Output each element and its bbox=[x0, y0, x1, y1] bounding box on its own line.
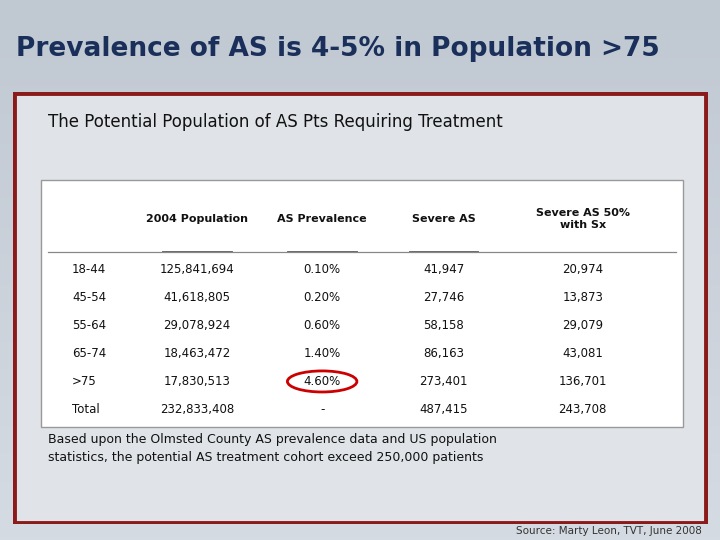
Text: 29,078,924: 29,078,924 bbox=[163, 319, 230, 332]
Text: Prevalence of AS is 4-5% in Population >75: Prevalence of AS is 4-5% in Population >… bbox=[16, 36, 660, 62]
Text: 2004 Population: 2004 Population bbox=[146, 214, 248, 224]
Text: 13,873: 13,873 bbox=[562, 291, 603, 303]
Text: 4.60%: 4.60% bbox=[304, 375, 341, 388]
Text: Severe AS: Severe AS bbox=[412, 214, 476, 224]
FancyBboxPatch shape bbox=[14, 93, 706, 523]
Text: 1.40%: 1.40% bbox=[304, 347, 341, 360]
Text: 232,833,408: 232,833,408 bbox=[160, 403, 234, 416]
Text: 41,947: 41,947 bbox=[423, 262, 464, 275]
Text: 0.10%: 0.10% bbox=[304, 262, 341, 275]
Text: 65-74: 65-74 bbox=[72, 347, 107, 360]
Text: The Potential Population of AS Pts Requiring Treatment: The Potential Population of AS Pts Requi… bbox=[48, 113, 503, 131]
Text: 0.20%: 0.20% bbox=[304, 291, 341, 303]
Text: Based upon the Olmsted County AS prevalence data and US population
statistics, t: Based upon the Olmsted County AS prevale… bbox=[48, 433, 497, 464]
Text: Source: Marty Leon, TVT, June 2008: Source: Marty Leon, TVT, June 2008 bbox=[516, 525, 702, 536]
Text: 27,746: 27,746 bbox=[423, 291, 464, 303]
Text: 45-54: 45-54 bbox=[72, 291, 106, 303]
Text: 18-44: 18-44 bbox=[72, 262, 107, 275]
Text: Total: Total bbox=[72, 403, 100, 416]
Text: 55-64: 55-64 bbox=[72, 319, 106, 332]
Text: 18,463,472: 18,463,472 bbox=[163, 347, 230, 360]
Text: 43,081: 43,081 bbox=[562, 347, 603, 360]
Text: 20,974: 20,974 bbox=[562, 262, 603, 275]
Text: 0.60%: 0.60% bbox=[304, 319, 341, 332]
Text: 17,830,513: 17,830,513 bbox=[163, 375, 230, 388]
Text: 487,415: 487,415 bbox=[420, 403, 468, 416]
Text: 273,401: 273,401 bbox=[420, 375, 468, 388]
FancyBboxPatch shape bbox=[41, 180, 683, 427]
Text: 41,618,805: 41,618,805 bbox=[163, 291, 230, 303]
Text: 58,158: 58,158 bbox=[423, 319, 464, 332]
Text: Severe AS 50%
with Sx: Severe AS 50% with Sx bbox=[536, 208, 630, 231]
Text: 86,163: 86,163 bbox=[423, 347, 464, 360]
Text: 243,708: 243,708 bbox=[559, 403, 607, 416]
Text: -: - bbox=[320, 403, 324, 416]
Text: 29,079: 29,079 bbox=[562, 319, 603, 332]
Text: 136,701: 136,701 bbox=[559, 375, 607, 388]
Text: AS Prevalence: AS Prevalence bbox=[277, 214, 367, 224]
Text: 125,841,694: 125,841,694 bbox=[160, 262, 235, 275]
Text: >75: >75 bbox=[72, 375, 96, 388]
